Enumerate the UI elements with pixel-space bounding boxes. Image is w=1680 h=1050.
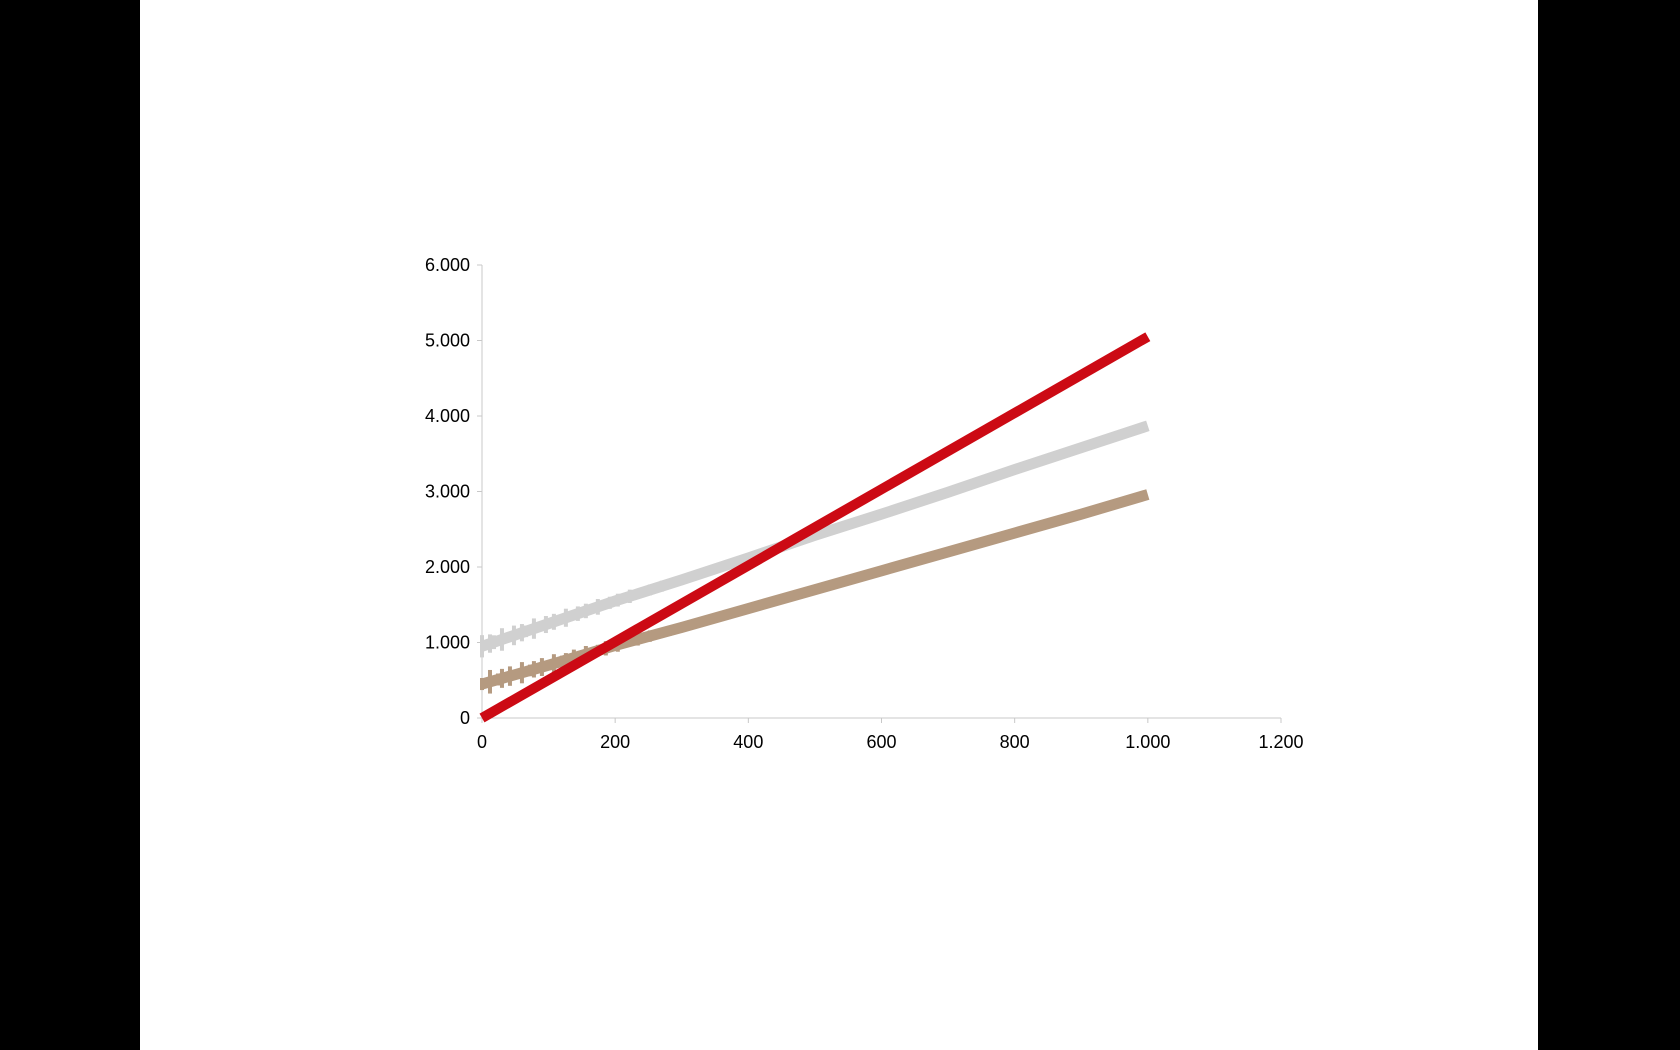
x-tick-label: 200 <box>600 732 630 752</box>
x-tick-label: 0 <box>477 732 487 752</box>
y-tick-label: 0 <box>460 708 470 728</box>
y-tick-label: 6.000 <box>425 255 470 275</box>
series-line-3 <box>479 332 1151 723</box>
y-tick-label: 3.000 <box>425 482 470 502</box>
y-tick-label: 5.000 <box>425 331 470 351</box>
x-tick-label: 400 <box>733 732 763 752</box>
x-tick-label: 800 <box>1000 732 1030 752</box>
x-tick-label: 1.000 <box>1125 732 1170 752</box>
x-tick-label: 1.200 <box>1258 732 1303 752</box>
series-line-2 <box>480 420 1150 652</box>
y-tick-label: 2.000 <box>425 557 470 577</box>
y-tick-label: 1.000 <box>425 633 470 653</box>
y-tick-label: 4.000 <box>425 406 470 426</box>
x-tick-label: 600 <box>866 732 896 752</box>
